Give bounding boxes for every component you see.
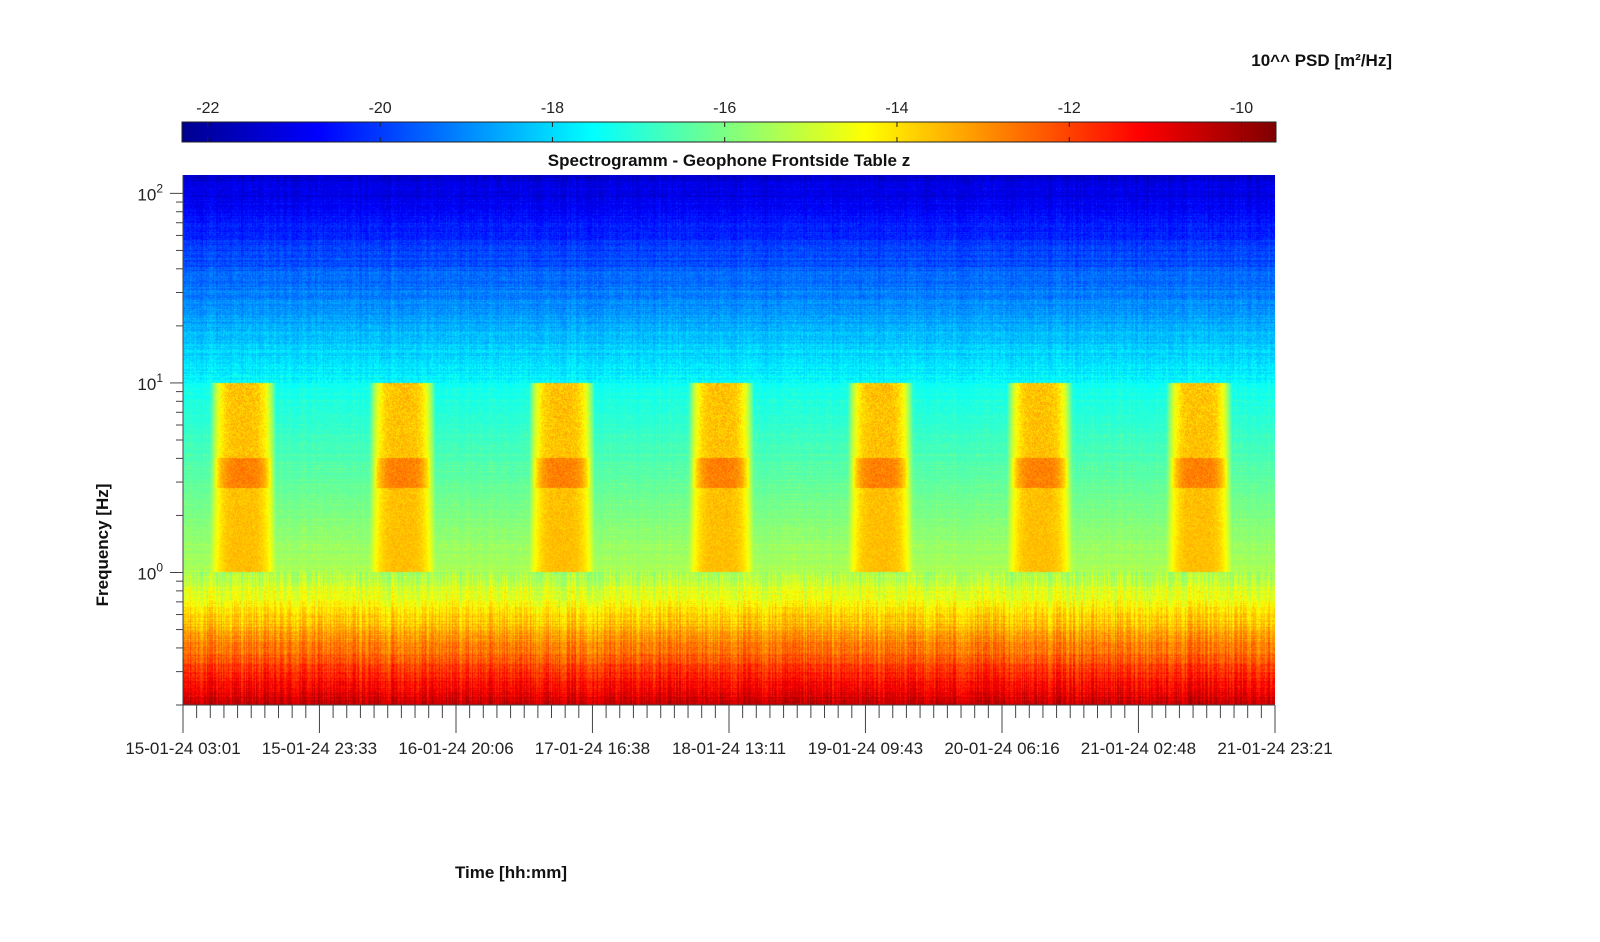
x-tick-label: 18-01-24 13:11 [672,739,786,758]
x-axis-label: Time [hh:mm] [455,863,567,882]
colorbar-ticks: -22 -20 -18 -16 -14 -12 -10 [196,100,1253,142]
chart-title: Spectrogramm - Geophone Frontside Table … [548,151,910,170]
x-tick-label: 19-01-24 09:43 [808,739,923,758]
colorbar: -22 -20 -18 -16 -14 -12 -10 10^^ PSD [m²/Hz] [181,51,1392,143]
y-tick-label: 100 [137,561,163,584]
colorbar-tick-label: -18 [541,100,564,117]
x-tick-label: 21-01-24 02:48 [1081,739,1196,758]
y-tick-label: 101 [137,371,163,394]
x-tick-label: 20-01-24 06:16 [944,739,1059,758]
colorbar-tick-label: -10 [1230,100,1253,117]
x-tick-label: 16-01-24 20:06 [398,739,513,758]
y-axis-ticks: 100 101 102 [137,181,183,706]
x-tick-label: 15-01-24 23:33 [262,739,377,758]
y-tick-label: 102 [137,181,163,204]
colorbar-tick-label: -16 [713,100,736,117]
colorbar-gradient [181,121,1277,143]
x-tick-label: 15-01-24 03:01 [125,739,240,758]
colorbar-tick-label: -22 [196,100,219,117]
x-axis-ticks: 15-01-24 03:01 15-01-24 23:33 16-01-24 20:… [125,705,1333,758]
x-tick-label: 17-01-24 16:38 [535,739,650,758]
colorbar-tick-label: -12 [1058,100,1081,117]
colorbar-tick-label: -20 [369,100,392,117]
plot-area: 100 101 102 15-01-24 03:01 15-01-24 23:33 16… [125,175,1333,758]
heatmap-image [183,175,1275,705]
y-axis-label: Frequency [Hz] [93,484,112,607]
colorbar-tick-label: -14 [885,100,908,117]
colorbar-label: 10^^ PSD [m²/Hz] [1251,51,1392,70]
x-tick-label: 21-01-24 23:21 [1217,739,1332,758]
